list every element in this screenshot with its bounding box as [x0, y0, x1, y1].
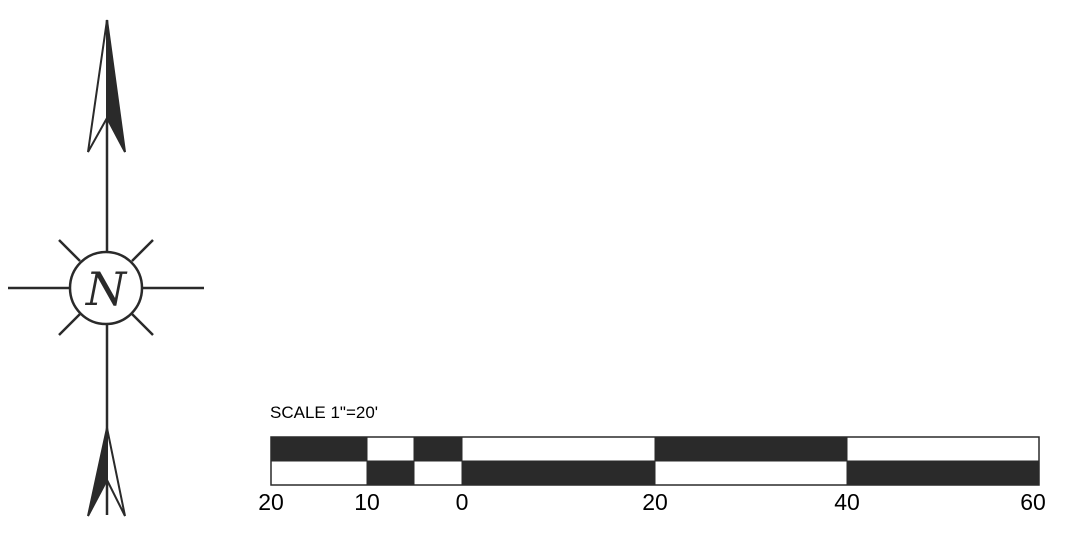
scale-segment-top-0 [270, 436, 368, 462]
compass-circle [68, 250, 144, 326]
scale-segment-top-1 [366, 436, 415, 462]
scale-segment-top-2 [413, 436, 463, 462]
scale-title: SCALE 1"=20' [270, 403, 379, 422]
scale-segment-bottom-2 [413, 460, 463, 486]
compass-tick-se [131, 313, 154, 336]
scale-segment-top-5 [846, 436, 1040, 462]
scale-segment-bottom-4 [654, 460, 848, 486]
scale-segment-bottom-3 [461, 460, 656, 486]
scale-segment-top-4 [654, 436, 848, 462]
north-arrowhead-light [87, 19, 108, 153]
scale-tick-label-40: 40 [834, 489, 860, 515]
scale-tick-label-20: 20 [642, 489, 668, 515]
compass-tick-ne [131, 239, 154, 262]
compass-tick-nw [58, 239, 81, 262]
scale-segment-bottom-5 [846, 460, 1040, 486]
scale-tick-label-20-left: 20 [258, 489, 284, 515]
north-arrow-icon: N [8, 19, 204, 517]
scale-segment-bottom-0 [270, 460, 368, 486]
compass-tick-sw [58, 313, 81, 336]
north-arrowhead-dark [106, 19, 126, 153]
scale-segment-bottom-1 [366, 460, 415, 486]
scale-tick-label-60: 60 [1020, 489, 1046, 515]
scale-tick-label-0: 0 [456, 489, 469, 515]
north-symbol: N [85, 262, 128, 316]
south-tail-light [106, 427, 126, 517]
south-tail-dark [87, 427, 108, 517]
scale-bar: 20 10 0 20 40 60 [258, 436, 1046, 515]
scale-tick-label-10: 10 [354, 489, 380, 515]
scale-segment-top-3 [461, 436, 656, 462]
